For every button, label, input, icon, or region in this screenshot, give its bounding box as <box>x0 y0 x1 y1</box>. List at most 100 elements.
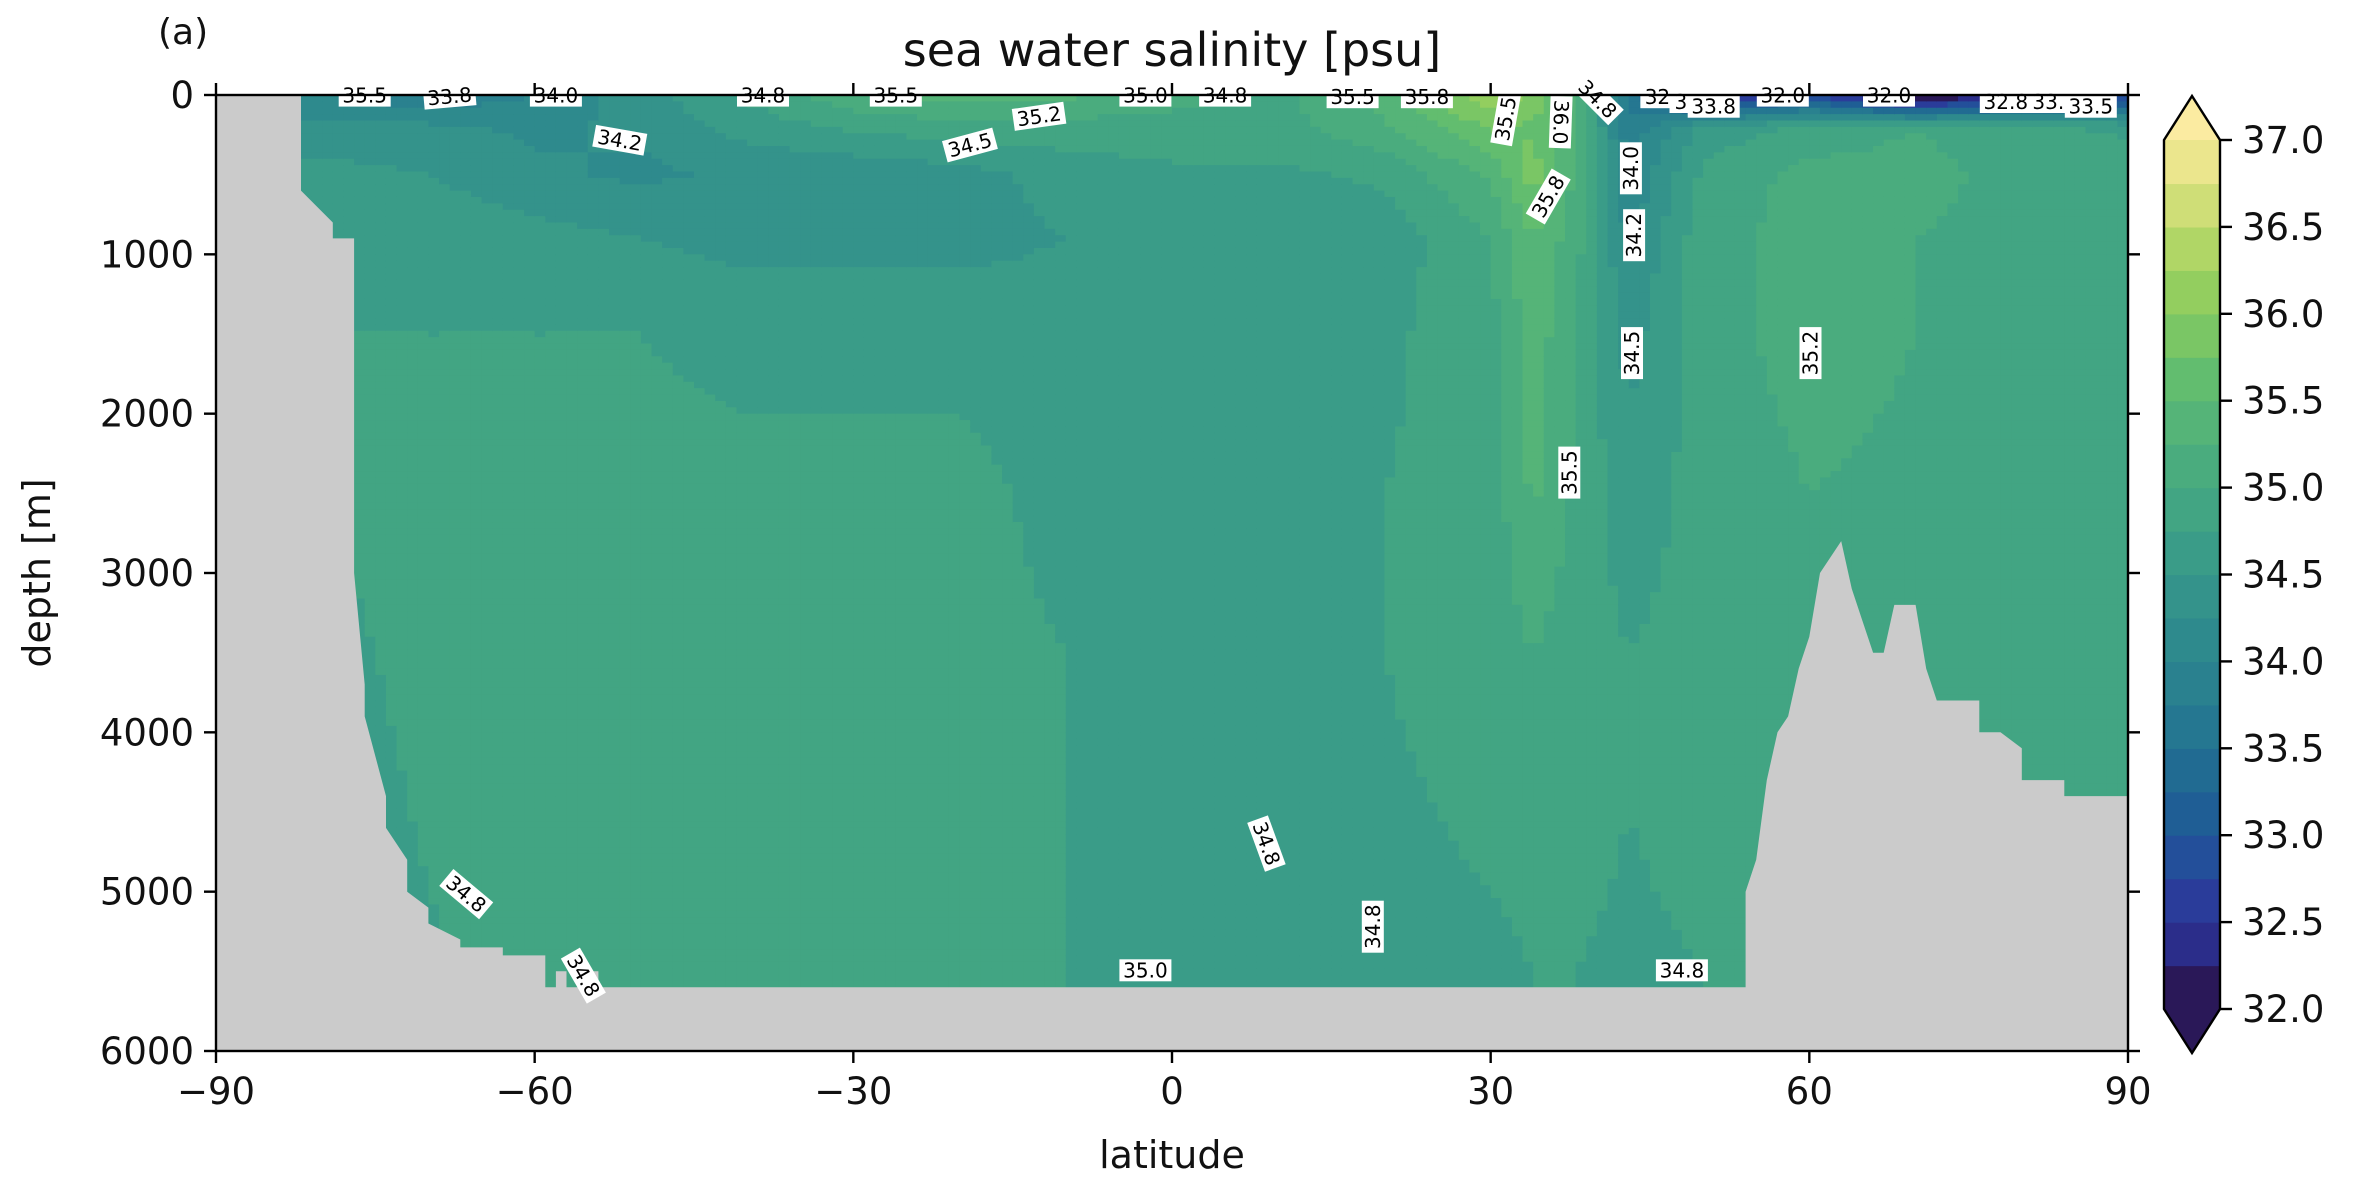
salinity-cell <box>439 228 451 237</box>
salinity-cell <box>396 432 408 440</box>
salinity-cell <box>428 681 440 689</box>
salinity-cell <box>524 949 536 957</box>
salinity-cell <box>566 286 578 294</box>
salinity-cell <box>502 834 515 842</box>
salinity-cell <box>417 114 430 122</box>
salinity-cell <box>407 216 419 224</box>
salinity-cell <box>513 152 525 160</box>
salinity-cell <box>524 617 536 625</box>
salinity-cell <box>385 196 398 205</box>
salinity-cell <box>502 859 515 867</box>
salinity-cell <box>566 145 578 154</box>
salinity-cell <box>555 439 568 447</box>
salinity-cell <box>492 872 504 880</box>
salinity-cell <box>385 604 398 613</box>
salinity-cell <box>502 579 515 587</box>
salinity-cell <box>524 107 536 115</box>
salinity-cell <box>375 713 387 721</box>
salinity-cell <box>545 120 557 128</box>
salinity-cell <box>417 776 430 785</box>
salinity-cell <box>492 471 504 479</box>
salinity-cell <box>534 929 547 938</box>
salinity-cell <box>449 706 462 715</box>
salinity-cell <box>492 400 504 409</box>
salinity-cell <box>396 388 408 396</box>
salinity-cell <box>524 783 536 791</box>
salinity-cell <box>375 725 387 734</box>
salinity-cell <box>354 432 366 440</box>
salinity-cell <box>375 381 387 389</box>
salinity-cell <box>439 260 451 268</box>
salinity-cell <box>396 394 408 402</box>
salinity-cell <box>555 674 568 683</box>
salinity-cell <box>545 216 557 224</box>
salinity-cell <box>481 496 493 504</box>
salinity-cell <box>300 171 313 179</box>
salinity-cell <box>428 388 440 396</box>
salinity-cell <box>417 235 430 243</box>
salinity-cell <box>428 898 440 906</box>
salinity-cell <box>534 541 547 549</box>
salinity-cell <box>439 107 451 115</box>
salinity-cell <box>460 566 472 574</box>
salinity-cell <box>385 655 398 664</box>
salinity-cell <box>460 330 472 338</box>
salinity-cell <box>545 694 557 702</box>
salinity-cell <box>354 496 366 504</box>
salinity-cell <box>524 598 536 606</box>
salinity-cell <box>545 732 557 740</box>
salinity-cell <box>385 515 398 523</box>
salinity-cell <box>364 349 377 358</box>
salinity-cell <box>449 649 462 657</box>
salinity-cell <box>460 687 472 695</box>
salinity-cell <box>375 617 387 625</box>
salinity-cell <box>524 267 536 275</box>
salinity-cell <box>428 107 440 115</box>
salinity-cell <box>481 216 493 224</box>
salinity-cell <box>513 611 525 619</box>
salinity-cell <box>534 496 547 504</box>
salinity-cell <box>428 400 440 409</box>
salinity-cell <box>492 451 504 460</box>
salinity-cell <box>524 515 536 523</box>
salinity-cell <box>492 464 504 472</box>
salinity-cell <box>502 432 515 440</box>
salinity-cell <box>332 114 345 122</box>
salinity-cell <box>470 547 483 555</box>
salinity-cell <box>545 171 557 179</box>
salinity-cell <box>555 260 568 268</box>
salinity-cell <box>439 343 451 351</box>
salinity-cell <box>513 120 525 128</box>
salinity-cell <box>524 375 536 383</box>
salinity-cell <box>460 853 472 861</box>
salinity-cell <box>555 426 568 434</box>
salinity-cell <box>343 171 355 179</box>
salinity-cell <box>364 152 377 160</box>
salinity-cell <box>566 260 578 268</box>
salinity-cell <box>417 439 430 447</box>
salinity-cell <box>428 279 440 287</box>
salinity-cell <box>470 796 483 804</box>
salinity-cell <box>555 745 568 753</box>
salinity-cell <box>555 942 568 950</box>
salinity-cell <box>364 298 377 307</box>
salinity-cell <box>439 815 451 823</box>
salinity-cell <box>470 573 483 581</box>
salinity-cell <box>524 298 536 307</box>
salinity-cell <box>513 190 525 198</box>
salinity-cell <box>545 840 557 848</box>
salinity-cell <box>502 184 515 192</box>
salinity-cell <box>545 553 557 562</box>
salinity-cell <box>492 292 504 300</box>
salinity-cell <box>375 388 387 396</box>
salinity-cell <box>492 349 504 358</box>
salinity-cell <box>524 318 536 326</box>
salinity-cell <box>396 362 408 370</box>
salinity-cell <box>375 611 387 619</box>
salinity-cell <box>545 114 557 122</box>
salinity-cell <box>502 426 515 434</box>
salinity-cell <box>502 158 515 166</box>
salinity-cell <box>449 528 462 536</box>
salinity-cell <box>343 177 355 186</box>
salinity-cell <box>417 502 430 511</box>
